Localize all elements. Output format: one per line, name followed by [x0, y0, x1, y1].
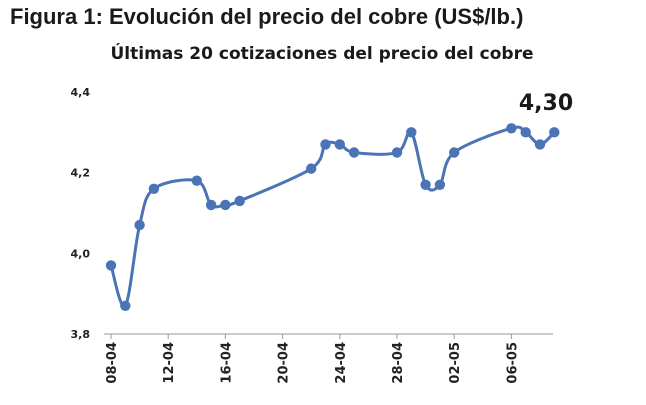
y-tick-label: 4,2 [71, 167, 91, 180]
x-tick-label: 16-04 [219, 342, 234, 384]
data-point [320, 139, 331, 150]
x-tick-label: 12-04 [162, 342, 177, 384]
data-point [434, 179, 446, 190]
x-tick-label: 24-04 [334, 342, 349, 384]
data-point [205, 199, 217, 211]
data-point [348, 147, 360, 158]
series-line [109, 125, 556, 308]
data-point [220, 199, 231, 211]
data-point [420, 179, 431, 190]
data-point [449, 147, 460, 158]
data-point [534, 139, 546, 150]
y-tick-label: 4,0 [71, 247, 91, 260]
data-point [234, 195, 245, 207]
series-points [105, 123, 560, 311]
y-tick-label: 3,8 [71, 328, 91, 341]
y-tick-label: 4,4 [71, 86, 91, 99]
data-point [391, 147, 403, 158]
x-tick-label: 08-04 [105, 342, 120, 384]
data-point [506, 123, 517, 134]
chart-title: Últimas 20 cotizaciones del precio del c… [110, 42, 533, 64]
data-point [191, 175, 202, 186]
data-point [520, 127, 531, 138]
data-point [148, 183, 160, 194]
x-tick-label: 02-05 [448, 342, 463, 384]
data-point [549, 127, 560, 138]
figure-title: Figura 1: Evolución del precio del cobre… [10, 4, 524, 29]
data-point [306, 163, 317, 174]
data-point [134, 219, 145, 231]
x-tick-label: 28-04 [391, 342, 406, 384]
last-value-label: 4,30 [519, 91, 573, 116]
y-axis-ticks: 4,4 4,2 4,0 3,8 [71, 86, 91, 341]
data-point [120, 300, 131, 311]
data-point [334, 139, 345, 150]
data-point [105, 260, 117, 271]
data-point [406, 127, 417, 138]
x-axis-ticks: 08-04 12-04 16-04 20-04 24-04 28-04 02-05 06-05 [105, 334, 520, 384]
x-tick-label: 20-04 [277, 342, 292, 384]
x-tick-label: 06-05 [505, 342, 520, 384]
